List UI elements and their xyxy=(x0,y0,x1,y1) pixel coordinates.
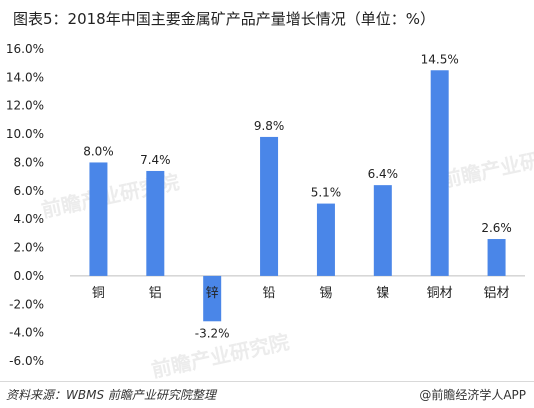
category-labels: 铜 铝 锌 铅 锡 镍 铜材 铝材 xyxy=(92,286,510,301)
value-label: 8.0% xyxy=(83,144,114,158)
value-labels: 8.0% 7.4% -3.2% 9.8% 5.1% 6.4% 14.5% 2.6% xyxy=(83,52,512,340)
category-label: 铝 xyxy=(149,286,162,301)
bars xyxy=(89,70,506,322)
value-label: 7.4% xyxy=(140,153,171,167)
y-tick-label: 10.0% xyxy=(6,127,44,141)
y-tick-label: 2.0% xyxy=(14,241,45,255)
source-text: 资料来源：WBMS 前瞻产业研究院整理 xyxy=(6,388,216,402)
y-tick-label: 0.0% xyxy=(14,269,45,283)
y-tick-label: 4.0% xyxy=(14,212,45,226)
y-tick-label: 8.0% xyxy=(14,155,45,169)
brand-text: @前瞻经济学人APP xyxy=(419,388,526,402)
bar xyxy=(203,275,222,322)
bar-chart: -6.0% -4.0% -2.0% 0.0% 2.0% 4.0% 6.0% 8.0% 10.0%… xyxy=(6,42,525,368)
category-label: 锡 xyxy=(319,286,332,301)
category-label: 锌 xyxy=(206,286,219,301)
value-label: 5.1% xyxy=(311,186,342,200)
category-label: 铜材 xyxy=(427,286,453,301)
y-tick-label: -4.0% xyxy=(9,326,44,340)
bar xyxy=(430,70,449,276)
value-label: -3.2% xyxy=(195,326,230,340)
y-axis-tick-labels: -6.0% -4.0% -2.0% 0.0% 2.0% 4.0% 6.0% 8.0% 10.0%… xyxy=(6,42,44,368)
chart-title: 图表5：2018年中国主要金属矿产品产量增长情况（单位：%） xyxy=(13,10,435,28)
bar xyxy=(373,185,392,276)
value-label: 14.5% xyxy=(421,52,459,66)
bar xyxy=(146,170,165,276)
y-tick-label: 12.0% xyxy=(6,99,44,113)
category-label: 镍 xyxy=(376,286,389,301)
bar xyxy=(260,136,279,276)
value-label: 9.8% xyxy=(254,119,285,133)
y-tick-label: -2.0% xyxy=(9,297,44,311)
category-label: 铅 xyxy=(263,286,276,301)
footer: 资料来源：WBMS 前瞻产业研究院整理 @前瞻经济学人APP xyxy=(0,381,534,404)
value-label: 6.4% xyxy=(368,167,399,181)
y-tick-label: 16.0% xyxy=(6,42,44,56)
y-tick-label: -6.0% xyxy=(9,354,44,368)
category-label: 铝材 xyxy=(484,286,510,301)
y-tick-label: 6.0% xyxy=(14,184,45,198)
bar xyxy=(487,239,506,276)
value-label: 2.6% xyxy=(481,221,512,235)
category-label: 铜 xyxy=(92,286,105,301)
bar xyxy=(316,203,335,276)
bar xyxy=(89,162,108,276)
y-tick-label: 14.0% xyxy=(6,70,44,84)
